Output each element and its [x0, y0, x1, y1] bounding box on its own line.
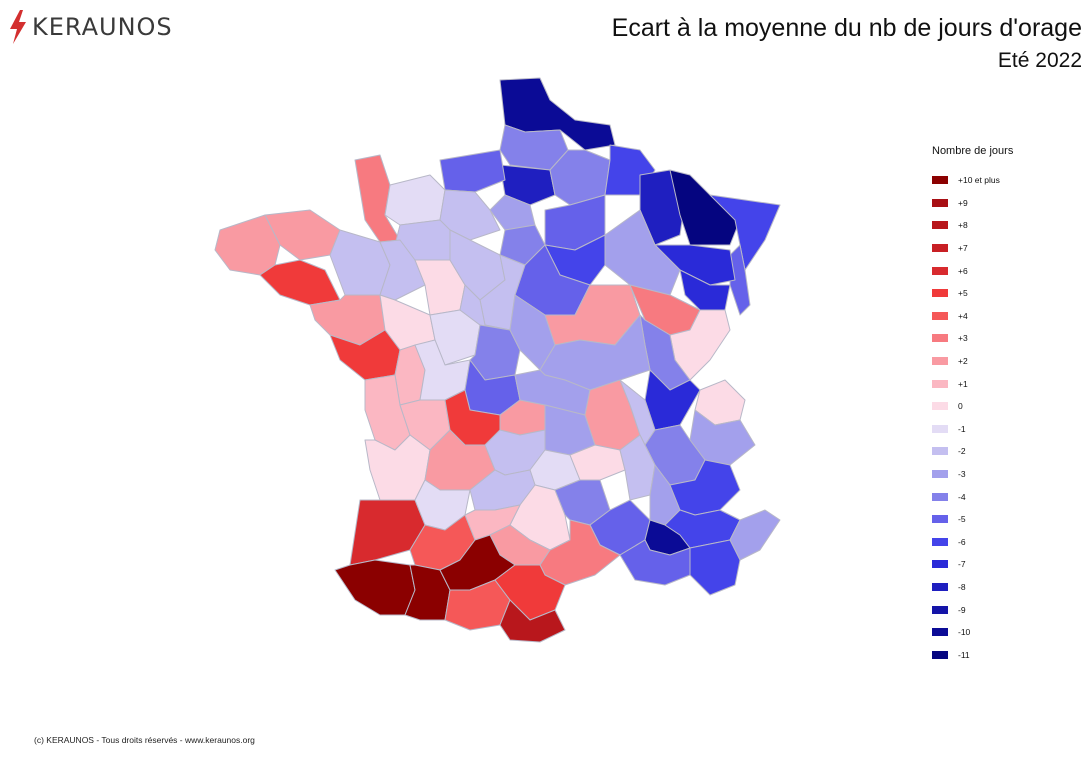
- legend-swatch: [932, 379, 948, 388]
- legend-items: +10 et plus +9 +8 +7 +6 +5 +4 +3 +2 +1 0 -1 -2 -3 -4 -5…: [932, 169, 1013, 666]
- legend-swatch: [932, 628, 948, 637]
- legend-label: -6: [958, 536, 966, 547]
- legend-item: -4: [932, 485, 1013, 508]
- region-morbihan: [259, 259, 341, 306]
- legend-title: Nombre de jours: [932, 145, 1014, 157]
- legend-item: -9: [932, 598, 1013, 621]
- legend-item: -2: [932, 440, 1013, 463]
- legend-label: -2: [958, 446, 966, 457]
- region-calvados: [384, 174, 446, 226]
- legend-label: +6: [958, 265, 968, 276]
- region-pyrenees-orientales: [499, 599, 566, 643]
- region-somme: [499, 164, 556, 206]
- legend-swatch: [932, 176, 948, 185]
- legend-label: +7: [958, 243, 968, 254]
- legend-item: -3: [932, 463, 1013, 486]
- legend-swatch: [932, 198, 948, 207]
- legend-swatch: [932, 515, 948, 524]
- legend-swatch: [932, 289, 948, 298]
- legend-item: +1: [932, 372, 1013, 395]
- region-alpes-maritimes: [729, 509, 781, 561]
- legend-label: +9: [958, 197, 968, 208]
- legend-label: 0: [958, 401, 963, 412]
- legend-swatch: [932, 492, 948, 501]
- legend-item: +8: [932, 214, 1013, 237]
- legend-label: -8: [958, 581, 966, 592]
- legend-swatch: [932, 357, 948, 366]
- region-pyrenees-atlantiques: [334, 559, 416, 616]
- footer-credit: (c) KERAUNOS - Tous droits réservés - ww…: [34, 735, 255, 745]
- legend-label: -1: [958, 423, 966, 434]
- legend-item: -1: [932, 418, 1013, 441]
- legend-item: -11: [932, 643, 1013, 666]
- legend-item: +3: [932, 327, 1013, 350]
- legend-item: -10: [932, 621, 1013, 644]
- legend-swatch: [932, 402, 948, 411]
- legend-label: +8: [958, 220, 968, 231]
- region-bas-rhin: [709, 194, 781, 271]
- legend-item: +2: [932, 350, 1013, 373]
- legend-label: -9: [958, 604, 966, 615]
- legend-label: +4: [958, 310, 968, 321]
- legend-swatch: [932, 537, 948, 546]
- region-mayenne: [379, 239, 426, 301]
- legend-swatch: [932, 266, 948, 275]
- legend-label: -10: [958, 627, 971, 638]
- title-block: Ecart à la moyenne du nb de jours d'orag…: [612, 14, 1082, 73]
- legend-item: +4: [932, 305, 1013, 328]
- legend: Nombre de jours +10 et plus +9 +8 +7 +6 +5 +4 +…: [932, 145, 1013, 666]
- legend-item: -7: [932, 553, 1013, 576]
- legend-label: +3: [958, 333, 968, 344]
- legend-swatch: [932, 470, 948, 479]
- map-subtitle: Eté 2022: [997, 49, 1082, 72]
- legend-swatch: [932, 650, 948, 659]
- region-seine-maritime: [439, 149, 506, 193]
- legend-item: -8: [932, 576, 1013, 599]
- region-haute-marne: [604, 209, 681, 296]
- legend-label: -7: [958, 559, 966, 570]
- legend-swatch: [932, 244, 948, 253]
- legend-label: +1: [958, 378, 968, 389]
- legend-item: +9: [932, 192, 1013, 215]
- legend-label: -5: [958, 514, 966, 525]
- legend-item: +7: [932, 237, 1013, 260]
- legend-label: +5: [958, 288, 968, 299]
- brand-name: KERAUNOS: [32, 13, 173, 41]
- legend-swatch: [932, 221, 948, 230]
- legend-label: +10 et plus: [958, 175, 1000, 186]
- region-eure: [439, 189, 501, 241]
- legend-item: 0: [932, 395, 1013, 418]
- lightning-bolt-icon: [10, 10, 26, 44]
- legend-swatch: [932, 560, 948, 569]
- legend-label: -3: [958, 469, 966, 480]
- region-moselle: [669, 169, 741, 246]
- france-map: [214, 77, 781, 643]
- legend-item: -5: [932, 508, 1013, 531]
- region-var: [689, 539, 741, 596]
- legend-swatch: [932, 424, 948, 433]
- legend-swatch: [932, 334, 948, 343]
- legend-item: +6: [932, 259, 1013, 282]
- legend-item: -6: [932, 531, 1013, 554]
- legend-swatch: [932, 582, 948, 591]
- legend-swatch: [932, 605, 948, 614]
- brand-logo: KERAUNOS: [8, 10, 173, 44]
- map-title: Ecart à la moyenne du nb de jours d'orag…: [611, 14, 1082, 42]
- legend-label: +2: [958, 356, 968, 367]
- legend-swatch: [932, 447, 948, 456]
- legend-label: -11: [958, 649, 970, 660]
- legend-item: +5: [932, 282, 1013, 305]
- legend-swatch: [932, 311, 948, 320]
- legend-label: -4: [958, 491, 966, 502]
- legend-item: +10 et plus: [932, 169, 1013, 192]
